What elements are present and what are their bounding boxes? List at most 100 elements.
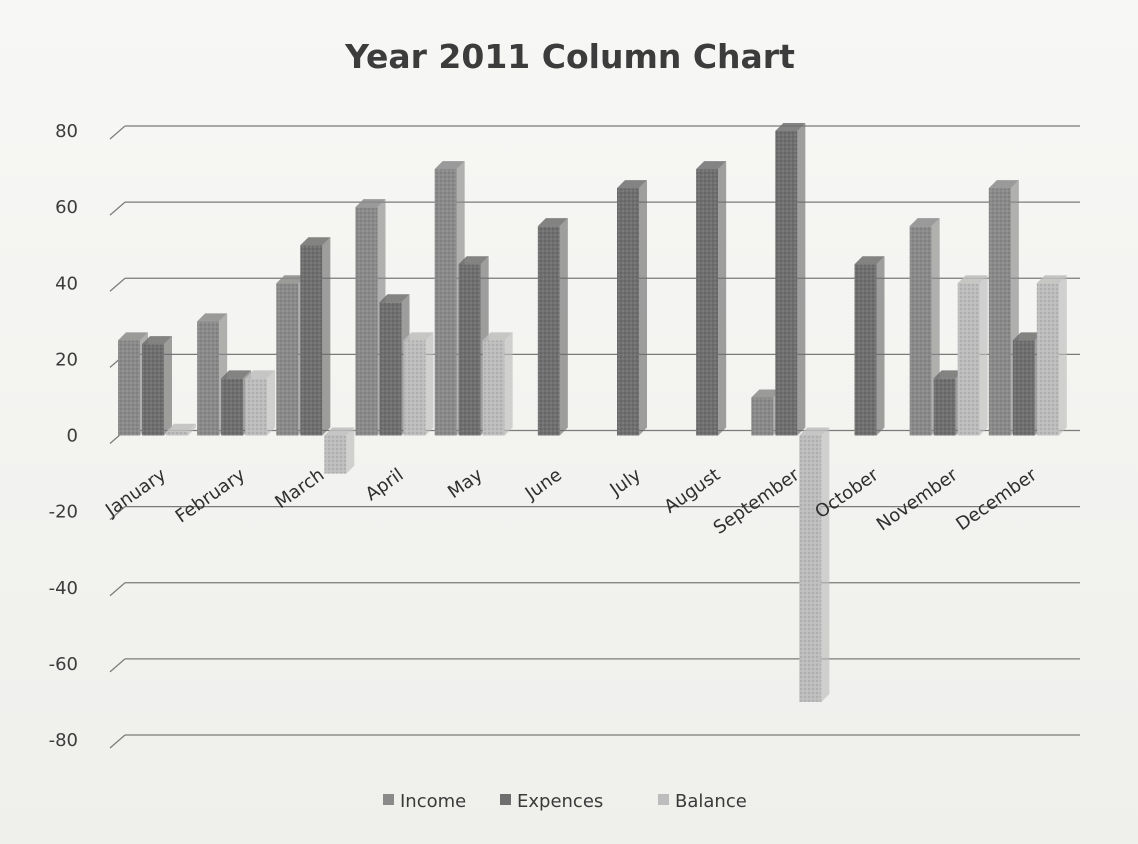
x-tick-label: July: [606, 464, 646, 501]
x-tick-label: December: [952, 464, 1041, 535]
bar-top: [276, 275, 307, 284]
y-tick-label: 80: [55, 121, 78, 142]
bar-top: [458, 256, 489, 265]
bar-texture: [379, 302, 402, 436]
bar-texture: [696, 169, 719, 436]
bar-texture: [1036, 283, 1059, 436]
bar-income: [988, 180, 1019, 436]
bar-texture: [276, 283, 299, 436]
bar-texture: [458, 264, 481, 436]
bar-side: [1058, 275, 1067, 436]
gridline-perspective: [109, 658, 126, 673]
bar-side: [346, 427, 355, 474]
legend-label: Expences: [517, 791, 603, 812]
legend-swatch: [383, 794, 394, 805]
bar-texture: [988, 188, 1011, 436]
bar-top: [696, 161, 727, 170]
bar-side: [979, 275, 988, 436]
bar-texture: [1012, 340, 1035, 436]
bar-expences: [300, 237, 331, 436]
bar-texture: [221, 378, 244, 436]
bar-expences: [617, 180, 647, 436]
bar-top: [403, 332, 434, 341]
bar-top: [166, 423, 196, 432]
bar-top: [933, 370, 964, 379]
bar-top: [751, 389, 782, 398]
bar-side: [559, 218, 568, 436]
y-tick-label: -40: [49, 578, 78, 599]
bar-texture: [775, 131, 798, 436]
bar-texture: [118, 340, 140, 436]
bar-expences: [696, 161, 727, 436]
gridline-perspective: [109, 582, 126, 597]
bar-top: [909, 218, 940, 227]
bar-texture: [854, 264, 877, 436]
y-axis-ticks: 80 60 40 20 0 -20 -40 -60 -80: [49, 121, 78, 751]
bar-top: [1036, 275, 1067, 284]
bar-balance: [324, 427, 355, 474]
bar-texture: [300, 245, 323, 436]
legend-swatch: [500, 794, 511, 805]
bar-texture: [751, 397, 774, 436]
bar-side: [797, 123, 806, 436]
bar-top: [379, 294, 410, 303]
bar-texture: [799, 435, 822, 702]
bar-expences: [775, 123, 806, 436]
y-tick-label: 20: [55, 349, 78, 370]
bar-expences: [854, 256, 885, 436]
bar-texture: [933, 378, 956, 436]
bar-top: [245, 370, 276, 379]
x-axis-ticks: January February March April May June July Augu…: [101, 464, 1041, 539]
bar-side: [639, 180, 647, 436]
bar-top: [142, 336, 172, 345]
bar-texture: [142, 344, 164, 436]
bar-balance: [482, 332, 513, 436]
bar-balance: [166, 423, 196, 436]
bar-texture: [324, 435, 347, 474]
bar-side: [322, 237, 331, 436]
bar-top: [1012, 332, 1043, 341]
x-tick-label: February: [172, 464, 250, 527]
bar-expences: [537, 218, 568, 436]
bar-side: [267, 370, 276, 436]
x-tick-label: May: [444, 464, 487, 503]
legend-item: Expences: [500, 791, 603, 812]
bar-top: [197, 313, 228, 322]
y-tick-label: 0: [67, 426, 78, 447]
bar-top: [118, 332, 148, 341]
bar-balance: [403, 332, 434, 436]
bar-top: [854, 256, 885, 265]
x-tick-label: November: [873, 464, 962, 535]
bar-side: [164, 336, 172, 436]
bar-income: [355, 199, 386, 436]
bar-texture: [166, 431, 188, 436]
bar-expences: [142, 336, 172, 436]
legend-item: Balance: [658, 791, 747, 812]
legend-item: Income: [383, 791, 466, 812]
x-tick-label: June: [521, 464, 566, 504]
bar-side: [504, 332, 513, 436]
gridline-perspective: [109, 277, 126, 292]
bar-expences: [458, 256, 489, 436]
bar-balance: [957, 275, 988, 436]
bar-side: [425, 332, 434, 436]
bar-top: [300, 237, 331, 246]
bar-balance: [1036, 275, 1067, 436]
legend-label: Income: [400, 791, 466, 812]
bar-top: [537, 218, 568, 227]
x-tick-label: April: [362, 464, 408, 505]
bar-texture: [355, 207, 378, 436]
bar-side: [718, 161, 727, 436]
bar-top: [434, 161, 465, 170]
y-tick-label: -60: [49, 654, 78, 675]
bar-texture: [537, 226, 560, 436]
bar-texture: [245, 378, 268, 436]
bar-balance: [799, 427, 830, 702]
bar-side: [821, 427, 830, 702]
x-tick-label: August: [660, 464, 724, 517]
bar-top: [355, 199, 386, 208]
bar-top: [988, 180, 1019, 189]
bar-top: [482, 332, 513, 341]
bar-texture: [482, 340, 505, 436]
